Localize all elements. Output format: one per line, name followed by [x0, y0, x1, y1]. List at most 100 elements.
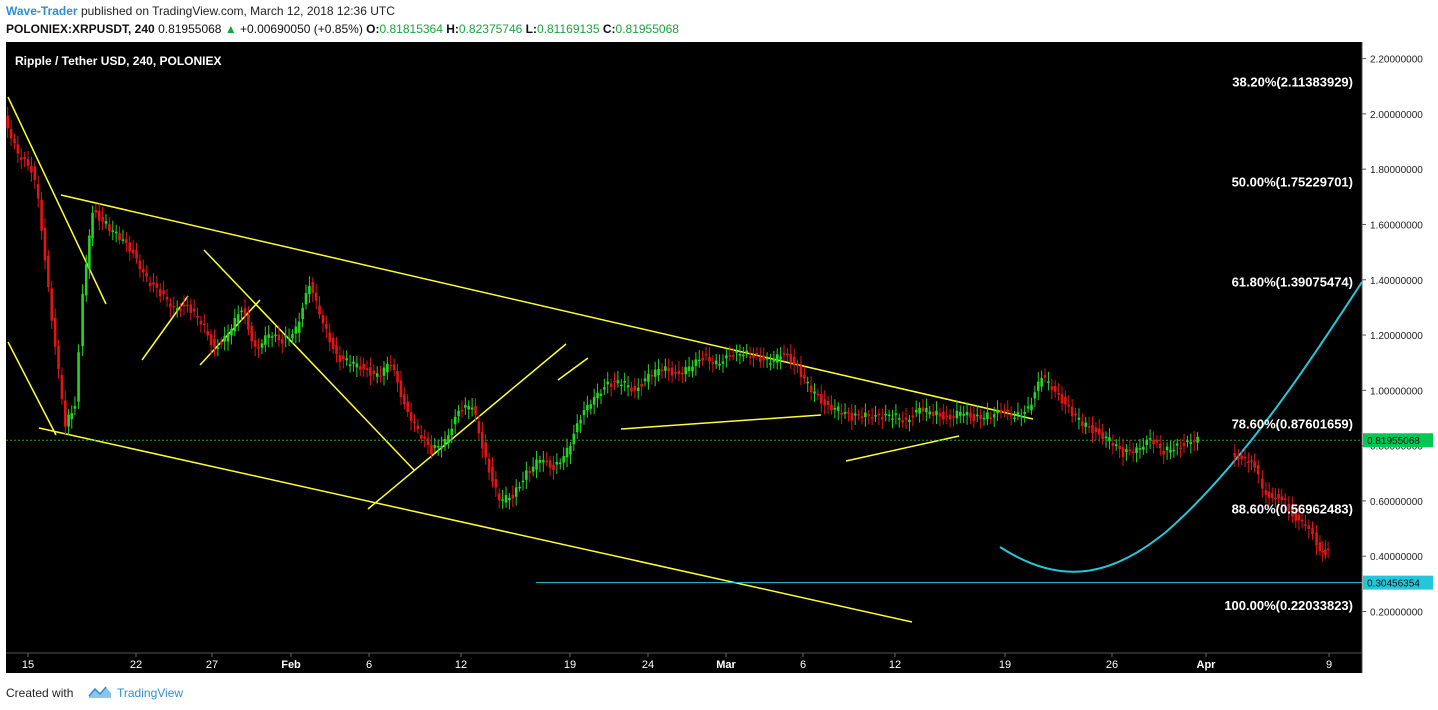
candle-body [687, 366, 691, 371]
candle-body [1118, 445, 1121, 450]
candle-body [860, 416, 864, 418]
candle-body [141, 269, 145, 273]
candle-body [145, 272, 148, 277]
candle-body [1101, 432, 1104, 440]
candle-body [1152, 440, 1155, 445]
candle-body [250, 325, 254, 342]
trendline [203, 249, 415, 471]
candle-body [565, 447, 569, 458]
candle-body [267, 334, 271, 338]
candle-body [992, 414, 996, 418]
candle-body [948, 414, 952, 420]
candle-body [1247, 461, 1250, 464]
candle-body [864, 412, 867, 418]
x-tick-label: 26 [1106, 659, 1118, 671]
candle-body [945, 415, 949, 418]
ohlc-line: POLONIEX:XRPUSDT, 240 0.81955068 ▲ +0.00… [6, 22, 679, 36]
candle-body [958, 411, 962, 416]
price-marker-badge [1363, 575, 1433, 590]
candle-body [938, 413, 942, 417]
candle-body [128, 242, 132, 252]
candle-body [53, 317, 57, 347]
candle-body [752, 355, 755, 358]
fib-level-label: 61.80%(1.39075474) [1232, 274, 1353, 289]
candle-body [887, 414, 891, 417]
candle-body [274, 334, 277, 337]
candle-body [386, 363, 389, 373]
price-marker-badge [1363, 433, 1433, 448]
candle-body [1175, 443, 1179, 446]
candle-body [155, 283, 159, 288]
x-tick-label: 12 [455, 659, 467, 671]
candle-body [613, 380, 616, 383]
high-value: 0.82375746 [458, 22, 523, 36]
candle-body [711, 362, 715, 365]
candle-body [450, 428, 454, 436]
candle-body [1077, 417, 1081, 420]
candle-body [60, 375, 64, 400]
candle-body [694, 359, 698, 367]
candle-body [453, 416, 457, 425]
price-marker-label: 0.81955068 [1367, 436, 1420, 447]
candle-body [830, 404, 833, 411]
candle-body [806, 381, 810, 384]
candle-body [765, 358, 769, 360]
symbol-label: POLONIEX:XRPUSDT, 240 [6, 22, 155, 36]
candle-body [897, 418, 901, 420]
candle-body [1277, 494, 1280, 499]
candle-body [965, 411, 969, 416]
candle-body [264, 335, 267, 345]
candle-body [955, 410, 959, 419]
candle-body [1053, 386, 1057, 392]
candle-body [555, 462, 559, 465]
candle-body [528, 471, 532, 474]
candle-body [348, 364, 352, 366]
candle-body [1067, 404, 1071, 407]
up-arrow-icon: ▲ [224, 22, 237, 36]
fib-level-label: 88.60%(0.56962483) [1232, 501, 1353, 516]
candle-body [1111, 442, 1115, 446]
candle-body [1326, 548, 1330, 551]
fib-level-label: 38.20%(2.11383929) [1232, 74, 1353, 89]
candle-body [213, 338, 216, 348]
candle-body [416, 425, 420, 430]
chart-area[interactable]: Ripple / Tether USD, 240, POLONIEX 38.20… [6, 42, 1434, 673]
candle-body [226, 333, 230, 342]
candle-body [1084, 422, 1088, 427]
candle-body [1128, 449, 1132, 452]
publish-line: Wave-Trader published on TradingView.com… [6, 4, 395, 18]
candle-body [467, 406, 471, 410]
candle-body [257, 347, 260, 349]
candle-body [247, 314, 250, 330]
x-tick-label: Mar [716, 659, 736, 671]
candle-body [1145, 439, 1149, 445]
candle-body [73, 405, 77, 409]
candle-body [297, 321, 301, 333]
candle-body [328, 332, 332, 343]
candle-body [982, 417, 986, 420]
candle-body [881, 417, 884, 420]
candle-body [667, 368, 671, 372]
candle-body [148, 282, 152, 287]
candle-body [88, 235, 91, 270]
candle-body [643, 378, 647, 382]
price-markers: 0.81955068 0.30456354 [1363, 433, 1433, 590]
candle-body [538, 460, 542, 463]
candle-body [1091, 424, 1094, 434]
price-chart-svg[interactable]: Ripple / Tether USD, 240, POLONIEX 38.20… [6, 42, 1434, 673]
candle-body [477, 421, 481, 434]
tradingview-logo-icon[interactable] [88, 684, 112, 700]
candle-body [1020, 415, 1023, 418]
candle-body [1040, 378, 1043, 387]
candle-body [1165, 446, 1169, 451]
x-tick-label: 6 [800, 659, 806, 671]
candle-body [999, 409, 1003, 413]
candle-body [514, 487, 518, 497]
candle-body [470, 407, 474, 410]
tradingview-brand[interactable]: TradingView [117, 686, 184, 700]
candle-body [379, 375, 382, 377]
candle-body [819, 394, 823, 404]
candle-body [325, 323, 328, 329]
author-link[interactable]: Wave-Trader [6, 4, 78, 18]
candle-body [30, 166, 33, 173]
